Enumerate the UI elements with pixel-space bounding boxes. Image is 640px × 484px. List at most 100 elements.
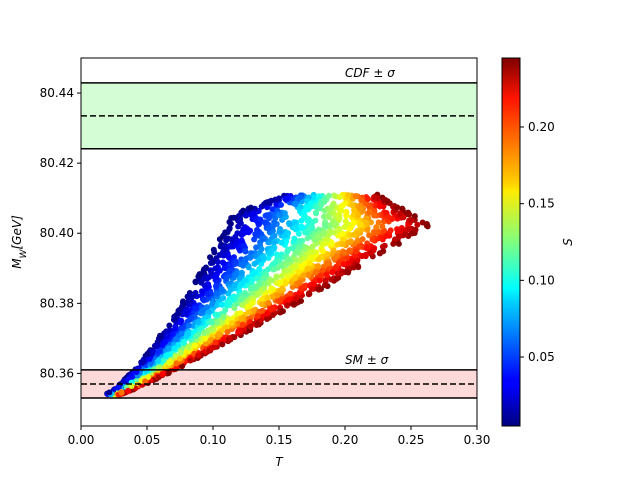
data-point <box>161 339 168 346</box>
data-point <box>171 315 178 322</box>
data-point <box>319 267 326 274</box>
data-point <box>367 250 374 257</box>
data-point <box>282 279 289 286</box>
data-point <box>268 247 275 254</box>
data-point <box>214 319 221 326</box>
data-point <box>166 345 173 352</box>
data-point <box>261 219 268 226</box>
data-point <box>296 279 303 286</box>
data-point <box>334 270 341 277</box>
data-point <box>345 192 352 199</box>
data-point <box>251 260 258 267</box>
data-point <box>325 214 332 221</box>
data-point <box>219 341 226 348</box>
data-point <box>185 344 192 351</box>
data-point <box>139 359 146 366</box>
data-point <box>192 279 199 286</box>
data-point <box>316 277 323 284</box>
data-point <box>322 219 329 226</box>
data-point <box>242 248 249 255</box>
data-point <box>218 286 225 293</box>
data-point <box>146 356 153 363</box>
data-point <box>227 286 234 293</box>
data-point <box>249 300 256 307</box>
data-point <box>354 237 361 244</box>
points-layer <box>104 191 431 398</box>
y-tick-label: 80.40 <box>40 226 74 240</box>
data-point <box>177 349 184 356</box>
data-point <box>352 193 359 200</box>
data-point <box>220 295 227 302</box>
data-point <box>196 271 203 278</box>
data-point <box>382 233 389 240</box>
data-point <box>171 345 178 352</box>
data-point <box>195 319 202 326</box>
data-point <box>198 288 205 295</box>
data-point <box>258 246 265 253</box>
data-point <box>327 222 334 229</box>
data-point <box>208 344 215 351</box>
data-point <box>324 261 331 268</box>
data-point <box>349 202 356 209</box>
data-point <box>298 297 305 304</box>
data-point <box>142 378 149 385</box>
data-point <box>400 214 407 221</box>
data-point <box>220 244 227 251</box>
data-point <box>414 221 421 228</box>
data-point <box>212 283 219 290</box>
data-point <box>345 239 352 246</box>
data-point <box>231 334 238 341</box>
data-point <box>251 236 258 243</box>
colorbar-tick-label: 0.20 <box>528 120 555 134</box>
data-point <box>238 269 245 276</box>
data-point <box>143 368 150 375</box>
data-point <box>363 245 370 252</box>
data-point <box>367 219 374 226</box>
data-point <box>260 254 267 261</box>
data-point <box>371 245 378 252</box>
data-point <box>225 235 232 242</box>
data-point <box>342 218 349 225</box>
data-point <box>298 285 305 292</box>
data-point <box>228 243 235 250</box>
data-point <box>243 212 250 219</box>
data-point <box>227 262 234 269</box>
data-point <box>247 254 254 261</box>
data-point <box>208 319 215 326</box>
data-point <box>263 212 270 219</box>
data-point <box>357 205 364 212</box>
data-point <box>376 202 383 209</box>
data-point <box>379 243 386 250</box>
x-tick-label: 0.20 <box>332 433 359 447</box>
data-point <box>240 242 247 249</box>
data-point <box>185 322 192 329</box>
data-point <box>237 310 244 317</box>
data-point <box>344 254 351 261</box>
data-point <box>269 227 276 234</box>
data-point <box>372 229 379 236</box>
data-point <box>317 203 324 210</box>
data-point <box>118 389 125 396</box>
data-point <box>253 275 260 282</box>
data-point <box>307 200 314 207</box>
data-point <box>358 221 365 228</box>
data-point <box>277 297 284 304</box>
data-point <box>199 307 206 314</box>
data-point <box>312 203 319 210</box>
data-point <box>245 264 252 271</box>
data-point <box>261 279 268 286</box>
data-point <box>224 323 231 330</box>
data-point <box>178 330 185 337</box>
data-point <box>298 223 305 230</box>
x-tick-label: 0.05 <box>134 433 161 447</box>
data-point <box>196 326 203 333</box>
data-point <box>226 226 233 233</box>
data-point <box>325 265 332 272</box>
x-axis-label: T <box>275 455 284 469</box>
data-point <box>238 237 245 244</box>
data-point <box>247 204 254 211</box>
data-point <box>362 251 369 258</box>
data-point <box>192 289 199 296</box>
data-point <box>238 315 245 322</box>
